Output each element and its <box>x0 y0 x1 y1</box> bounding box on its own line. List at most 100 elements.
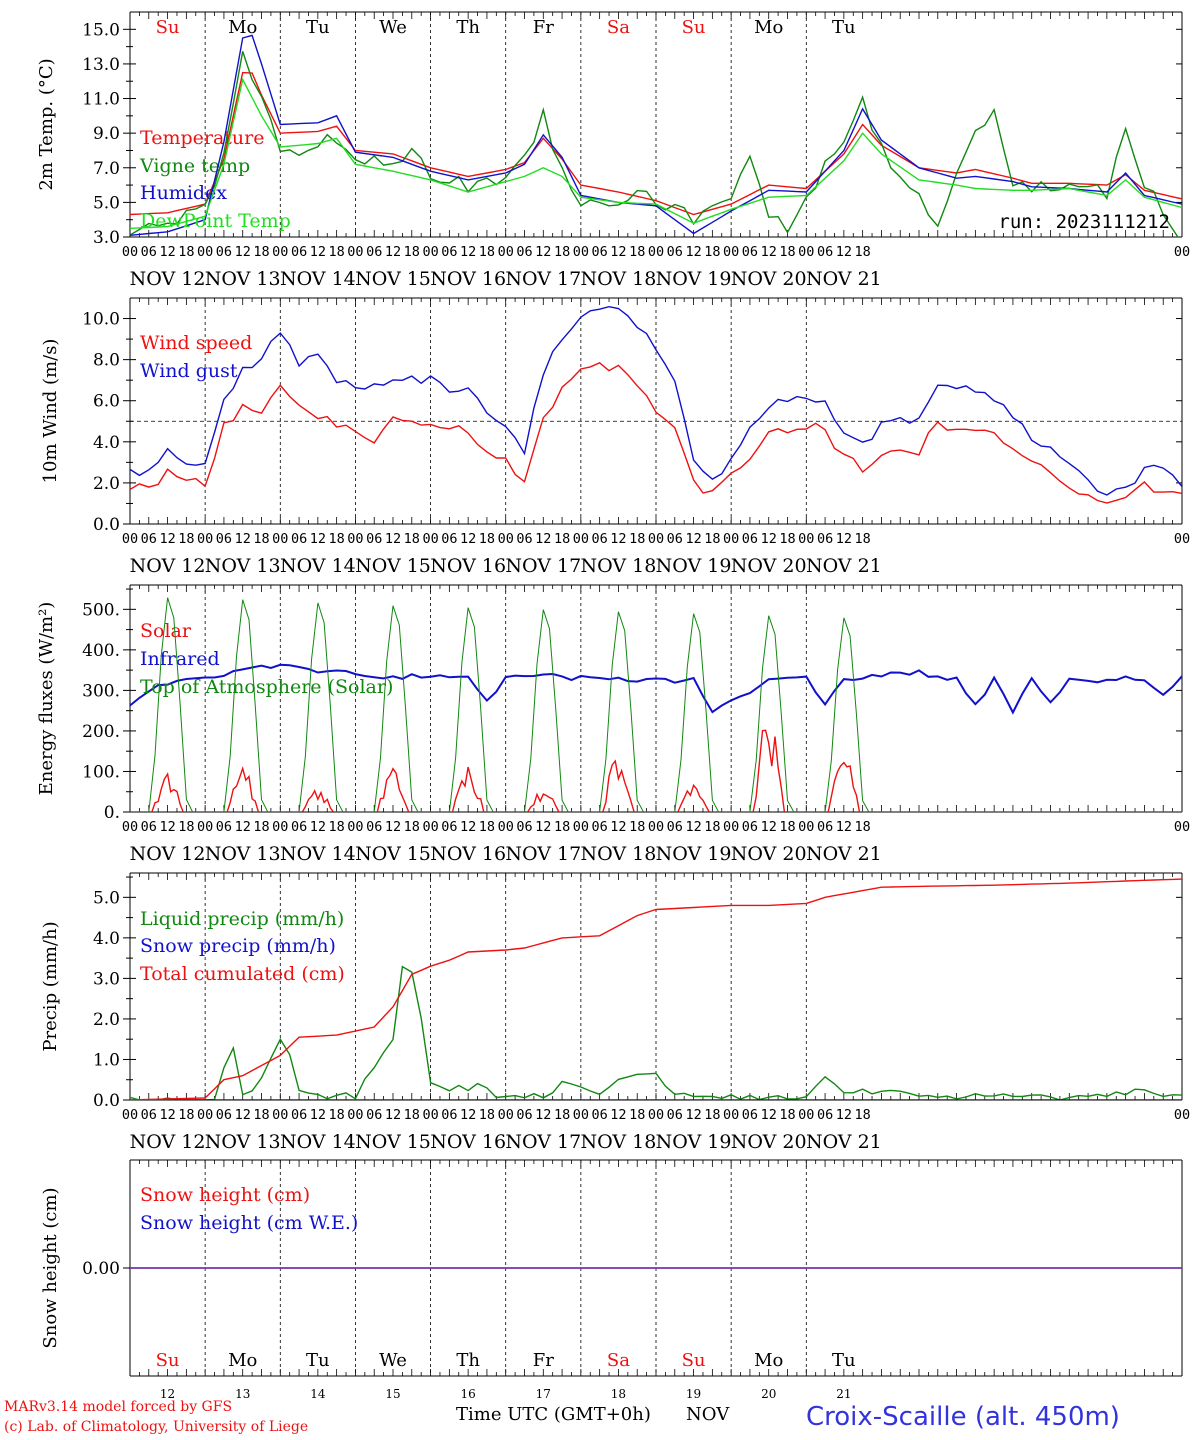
hour-tick-label: 00 <box>122 531 138 547</box>
y-tick-label: 3.0 <box>93 228 120 248</box>
hour-tick-label: 06 <box>817 531 833 547</box>
hour-tick-label: 00 <box>573 531 589 547</box>
hour-tick-label: 00 <box>723 1107 739 1123</box>
date-label: NOV 16 <box>430 268 506 290</box>
date-label: NOV 12 <box>130 843 206 865</box>
hour-tick-label: 18 <box>779 531 795 547</box>
y-tick-label: 5.0 <box>93 193 120 213</box>
date-label: NOV 12 <box>130 268 206 290</box>
hour-tick-label: 18 <box>253 819 269 835</box>
y-tick-label: 15.0 <box>82 20 120 40</box>
date-label: NOV 19 <box>656 843 732 865</box>
hour-tick-label: 12 <box>535 819 551 835</box>
hour-tick-label: 12 <box>310 244 326 260</box>
y-tick-label: 4.0 <box>93 929 120 949</box>
legend-entry: Wind gust <box>140 360 238 382</box>
legend-entry: Snow height (cm) <box>140 1184 310 1206</box>
hour-tick-label: 06 <box>291 1107 307 1123</box>
hour-tick-label: 18 <box>329 244 345 260</box>
hour-tick-label: 18 <box>855 531 871 547</box>
hour-tick-label: 06 <box>141 244 157 260</box>
hour-tick-label: 12 <box>460 531 476 547</box>
y-tick-label: 0.00 <box>82 1259 120 1279</box>
hour-tick-label: 12 <box>235 819 251 835</box>
series-line-temperature <box>130 71 1182 216</box>
y-tick-label: 10.0 <box>82 310 120 330</box>
y-tick-label: 7.0 <box>93 159 120 179</box>
y-axis-title: 2m Temp. (°C) <box>36 58 57 190</box>
hour-tick-label: 12 <box>385 531 401 547</box>
hour-tick-label: 00 <box>648 1107 664 1123</box>
weekday-label: Sa <box>607 1350 630 1371</box>
hour-tick-label: 12 <box>761 244 777 260</box>
day-number: 14 <box>310 1387 326 1401</box>
hour-tick-label: 06 <box>291 244 307 260</box>
series-line-top-of-atmosphere-solar- <box>130 597 1182 812</box>
weekday-label: Fr <box>533 17 554 38</box>
weekday-label: Tu <box>306 17 330 38</box>
hour-tick-label: 00 <box>347 1107 363 1123</box>
day-number: 20 <box>761 1387 776 1401</box>
hour-tick-label: 12 <box>610 1107 626 1123</box>
hour-tick-label: 18 <box>479 531 495 547</box>
date-label: NOV 16 <box>430 1131 506 1153</box>
date-label: NOV 18 <box>581 843 657 865</box>
legend-entry: Snow precip (mm/h) <box>140 935 336 957</box>
hour-tick-label: 18 <box>855 1107 871 1123</box>
hour-tick-label: 06 <box>742 244 758 260</box>
hour-tick-label: 06 <box>441 1107 457 1123</box>
hour-tick-label: 18 <box>329 1107 345 1123</box>
panel-3: 0. 100. 200. 300. 400. 500. Energy fluxes (W/m… <box>36 584 1190 865</box>
hour-tick-label: 12 <box>535 531 551 547</box>
series-line-dewpoint-temp <box>130 77 1182 229</box>
hour-tick-label: 00 <box>347 819 363 835</box>
hour-tick-label: 12 <box>836 819 852 835</box>
weekday-label: Sa <box>607 17 630 38</box>
hour-tick-label: 12 <box>159 819 175 835</box>
hour-tick-label: 06 <box>441 531 457 547</box>
hour-tick-label: 00 <box>1174 819 1190 835</box>
date-label: NOV 13 <box>205 555 281 577</box>
hour-tick-label: 00 <box>573 819 589 835</box>
legend-entry: Humidex <box>140 182 227 204</box>
hour-tick-label: 18 <box>554 531 570 547</box>
hour-tick-label: 00 <box>798 819 814 835</box>
hour-tick-label: 06 <box>516 244 532 260</box>
hour-tick-label: 12 <box>460 819 476 835</box>
hour-tick-label: 00 <box>272 819 288 835</box>
hour-tick-label: 00 <box>422 531 438 547</box>
hour-tick-label: 00 <box>422 244 438 260</box>
hour-tick-label: 12 <box>685 531 701 547</box>
hour-tick-label: 00 <box>798 244 814 260</box>
hour-tick-label: 00 <box>1174 531 1190 547</box>
date-label: NOV 21 <box>806 555 882 577</box>
legend-entry: Infrared <box>140 648 220 670</box>
weekday-label: Mo <box>228 17 257 38</box>
time-axis-label: Time UTC (GMT+0h) <box>456 1404 651 1425</box>
hour-tick-label: 06 <box>141 819 157 835</box>
hour-tick-label: 12 <box>235 244 251 260</box>
hour-tick-label: 06 <box>216 1107 232 1123</box>
hour-tick-label: 18 <box>178 819 194 835</box>
hour-tick-label: 06 <box>441 819 457 835</box>
hour-tick-label: 06 <box>441 244 457 260</box>
hour-tick-label: 18 <box>629 531 645 547</box>
hour-tick-label: 00 <box>723 819 739 835</box>
hour-tick-label: 06 <box>667 819 683 835</box>
day-number: 16 <box>461 1387 476 1401</box>
weekday-label: Su <box>156 17 180 38</box>
hour-tick-label: 12 <box>159 1107 175 1123</box>
hour-tick-label: 12 <box>836 1107 852 1123</box>
hour-tick-label: 06 <box>366 1107 382 1123</box>
date-label: NOV 12 <box>130 1131 206 1153</box>
hour-tick-label: 18 <box>704 1107 720 1123</box>
hour-tick-label: 18 <box>704 819 720 835</box>
weekday-label: Su <box>156 1350 180 1371</box>
weekday-label: Fr <box>533 1350 554 1371</box>
weekday-label: Su <box>682 1350 706 1371</box>
hour-tick-label: 18 <box>479 244 495 260</box>
date-label: NOV 14 <box>280 268 356 290</box>
hour-tick-label: 12 <box>761 1107 777 1123</box>
hour-tick-label: 00 <box>272 244 288 260</box>
